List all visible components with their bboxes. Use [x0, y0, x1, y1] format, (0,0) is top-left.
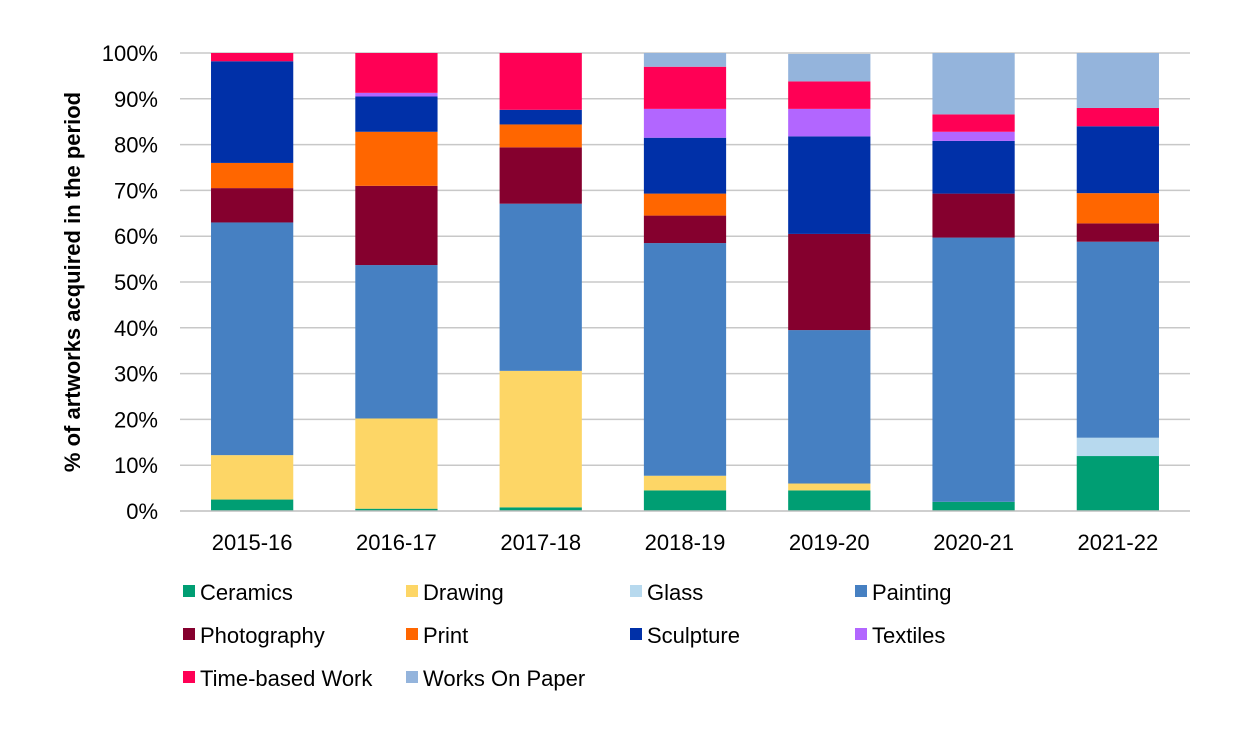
- x-axis-ticks: 2015-16 2016-17 2017-18 2018-19 2019-20 2020-…: [212, 530, 1158, 555]
- bar-segment: [932, 140, 1015, 194]
- y-tick-label: 80%: [114, 133, 158, 158]
- y-tick-label: 90%: [114, 87, 158, 112]
- y-tick-label: 30%: [114, 362, 158, 387]
- legend-swatch: [183, 628, 195, 640]
- bar-segment: [499, 147, 582, 204]
- x-tick-label: 2017-18: [500, 530, 581, 555]
- y-tick-label: 50%: [114, 270, 158, 295]
- bar-segment: [643, 137, 727, 194]
- bar-segment: [499, 507, 582, 511]
- legend-label: Ceramics: [200, 580, 293, 605]
- bar-segment: [788, 136, 871, 234]
- bar-segment: [355, 508, 438, 511]
- bar-segment: [1076, 223, 1159, 242]
- legend-label: Time-based Work: [200, 666, 373, 691]
- y-axis-ticks: 0% 10% 20% 30% 40% 50% 60% 70% 80% 90% 100%: [102, 41, 158, 524]
- bar-segment: [643, 53, 727, 67]
- bars: [211, 53, 1159, 511]
- bar-segment: [643, 66, 727, 109]
- legend-swatch: [855, 585, 867, 597]
- legend: Ceramics Drawing Glass Painting Photography P…: [183, 580, 952, 691]
- legend-label: Photography: [200, 623, 325, 648]
- legend-label: Works On Paper: [423, 666, 585, 691]
- bar-segment: [788, 81, 871, 109]
- bar-segment: [932, 193, 1015, 238]
- bar-segment: [1076, 241, 1159, 438]
- bar-segment: [788, 483, 871, 491]
- y-tick-label: 70%: [114, 178, 158, 203]
- y-tick-label: 40%: [114, 316, 158, 341]
- bar-segment: [1076, 193, 1159, 224]
- bar-segment: [211, 162, 294, 189]
- bar-segment: [788, 233, 871, 331]
- legend-label: Glass: [647, 580, 703, 605]
- legend-swatch: [406, 585, 418, 597]
- bar-segment: [643, 215, 727, 244]
- bar-segment: [788, 490, 871, 511]
- bar-segment: [643, 108, 727, 138]
- bar-segment: [1076, 107, 1159, 127]
- legend-label: Drawing: [423, 580, 504, 605]
- bar-segment: [1076, 437, 1159, 457]
- bar-segment: [932, 237, 1015, 502]
- bar-segment: [788, 108, 871, 137]
- bar-segment: [211, 455, 294, 500]
- bar-segment: [499, 203, 582, 371]
- bar-segment: [643, 193, 727, 216]
- bar-segment: [932, 53, 1015, 115]
- bar-segment: [932, 114, 1015, 132]
- bar-segment: [211, 222, 294, 456]
- bar-segment: [788, 330, 871, 484]
- y-tick-label: 0%: [126, 499, 158, 524]
- legend-swatch: [630, 585, 642, 597]
- x-tick-label: 2019-20: [789, 530, 870, 555]
- legend-label: Textiles: [872, 623, 945, 648]
- bar-segment: [355, 92, 438, 97]
- legend-swatch: [183, 585, 195, 597]
- y-tick-label: 60%: [114, 224, 158, 249]
- x-tick-label: 2015-16: [212, 530, 293, 555]
- bar-segment: [355, 53, 438, 93]
- y-tick-label: 100%: [102, 41, 158, 66]
- x-tick-label: 2021-22: [1077, 530, 1158, 555]
- x-tick-label: 2020-21: [933, 530, 1014, 555]
- legend-label: Print: [423, 623, 468, 648]
- bar-segment: [788, 53, 871, 82]
- bar-segment: [1076, 126, 1159, 194]
- bar-segment: [355, 131, 438, 186]
- bar-segment: [211, 499, 294, 511]
- bar-segment: [643, 490, 727, 511]
- y-tick-label: 10%: [114, 453, 158, 478]
- bar-segment: [499, 53, 582, 110]
- bar-segment: [643, 475, 727, 491]
- bar-segment: [643, 243, 727, 476]
- bar-segment: [211, 53, 294, 62]
- bar-segment: [499, 370, 582, 508]
- x-tick-label: 2016-17: [356, 530, 437, 555]
- legend-label: Sculpture: [647, 623, 740, 648]
- bar-segment: [932, 131, 1015, 141]
- bar-segment: [499, 109, 582, 125]
- bar-segment: [355, 96, 438, 132]
- legend-label: Painting: [872, 580, 952, 605]
- y-tick-label: 20%: [114, 407, 158, 432]
- legend-swatch: [630, 628, 642, 640]
- legend-swatch: [406, 671, 418, 683]
- bar-segment: [355, 265, 438, 419]
- bar-segment: [1076, 456, 1159, 511]
- bar-segment: [355, 418, 438, 509]
- bar-segment: [211, 61, 294, 163]
- bar-segment: [211, 188, 294, 223]
- y-axis-label: % of artworks acquired in the period: [60, 92, 85, 472]
- bar-segment: [932, 501, 1015, 511]
- x-tick-label: 2018-19: [645, 530, 726, 555]
- legend-swatch: [406, 628, 418, 640]
- legend-swatch: [855, 628, 867, 640]
- bar-segment: [499, 124, 582, 148]
- bar-segment: [1076, 53, 1159, 108]
- bar-segment: [355, 185, 438, 266]
- legend-swatch: [183, 671, 195, 683]
